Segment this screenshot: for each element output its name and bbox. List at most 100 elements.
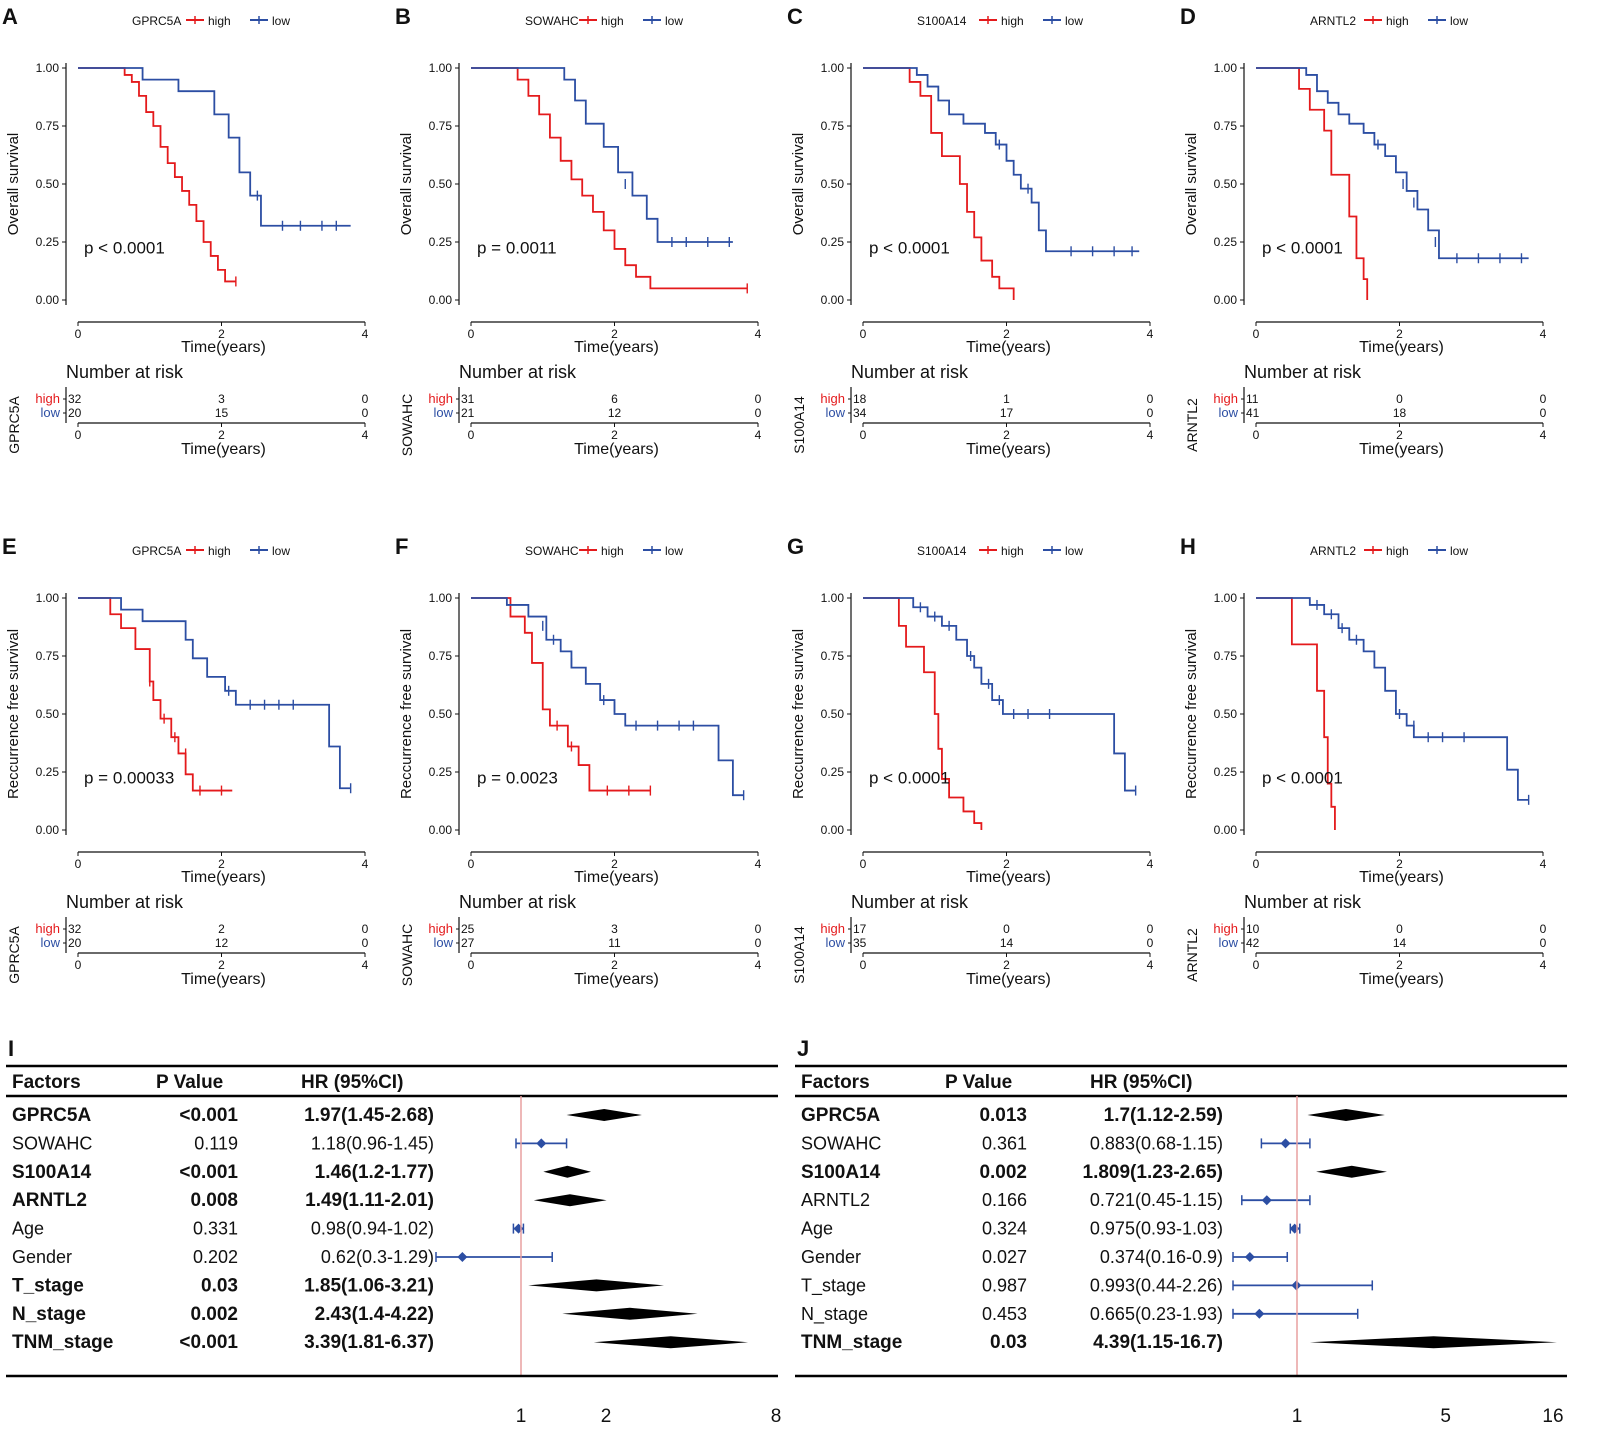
y-tick-label: 0.50: [36, 177, 60, 191]
y-tick-label: 1.00: [429, 61, 453, 75]
risk-count-low: 0: [1147, 936, 1154, 950]
panel-letter: F: [395, 534, 408, 559]
row-factor: ARNTL2: [12, 1190, 87, 1211]
forest-axis-tick: 1: [1292, 1406, 1303, 1427]
y-tick-label: 1.00: [429, 591, 453, 605]
row-factor: N_stage: [12, 1304, 86, 1325]
y-axis-label: Reccurrence free survival: [398, 629, 415, 799]
row-hr-text: 0.62(0.3-1.29): [321, 1247, 434, 1267]
y-tick-label: 0.25: [429, 765, 453, 779]
risk-row-label-low: low: [433, 405, 453, 420]
risk-table-strata-label: S100A14: [791, 396, 807, 454]
risk-count-low: 41: [1246, 406, 1260, 420]
y-tick-label: 0.50: [429, 177, 453, 191]
risk-table-strata-label: GPRC5A: [6, 926, 22, 984]
p-value: p < 0.0001: [869, 769, 950, 788]
y-tick-label: 0.75: [1214, 649, 1238, 663]
panel-letter: A: [2, 4, 18, 29]
row-hr-text: 0.665(0.23-1.93): [1090, 1304, 1223, 1324]
risk-x-axis-label: Time(years): [1359, 971, 1444, 988]
risk-count-low: 42: [1246, 936, 1260, 950]
risk-count-low: 0: [1540, 936, 1547, 950]
risk-count-low: 14: [1393, 936, 1407, 950]
risk-row-label-high: high: [1213, 921, 1238, 936]
risk-count-low: 21: [461, 406, 475, 420]
row-hr-text: 0.98(0.94-1.02): [311, 1219, 434, 1239]
risk-table-title: Number at risk: [851, 362, 969, 382]
panel-letter: D: [1180, 4, 1196, 29]
risk-x-tick-label: 2: [218, 428, 225, 442]
row-pvalue: 0.987: [982, 1275, 1027, 1295]
risk-table-title: Number at risk: [851, 892, 969, 912]
risk-count-low: 0: [755, 406, 762, 420]
row-factor: S100A14: [12, 1162, 92, 1183]
legend: GPRC5A high low: [132, 14, 290, 28]
risk-x-tick-label: 4: [755, 958, 762, 972]
risk-count-low: 11: [608, 936, 621, 950]
row-factor: ARNTL2: [801, 1190, 870, 1210]
p-value: p < 0.0001: [869, 239, 950, 258]
risk-count-low: 20: [68, 936, 82, 950]
x-axis-label: Time(years): [181, 339, 266, 356]
x-axis-label: Time(years): [574, 869, 659, 886]
risk-row-label-high: high: [35, 921, 60, 936]
hr-point: [536, 1138, 547, 1149]
forest-panel-I: I Factors P Value HR (95%CI) GPRC5A <0.001 1.9…: [6, 1036, 781, 1427]
ci-diamond: [1307, 1109, 1385, 1121]
row-factor: N_stage: [801, 1304, 868, 1325]
ci-diamond: [1316, 1165, 1387, 1178]
row-pvalue: 0.453: [982, 1304, 1027, 1324]
risk-count-low: 35: [853, 936, 867, 950]
row-pvalue: 0.324: [982, 1219, 1027, 1239]
risk-count-high: 3: [218, 392, 225, 406]
y-tick-label: 0.00: [821, 293, 845, 307]
x-axis-label: Time(years): [1359, 869, 1444, 886]
y-axis-label: Overall survival: [398, 133, 415, 236]
x-tick-label: 0: [860, 857, 867, 871]
risk-count-low: 0: [362, 936, 369, 950]
risk-x-tick-label: 4: [1540, 958, 1547, 972]
row-factor: Age: [12, 1219, 44, 1239]
risk-count-high: 2: [218, 922, 225, 936]
forest-axis-tick: 1: [516, 1406, 527, 1427]
row-pvalue: 0.166: [982, 1190, 1027, 1210]
risk-x-tick-label: 0: [75, 428, 82, 442]
risk-count-high: 0: [362, 392, 369, 406]
legend-title: S100A14: [917, 544, 967, 558]
row-factor: Gender: [801, 1247, 861, 1267]
risk-count-low: 18: [1393, 406, 1407, 420]
x-axis-label: Time(years): [574, 339, 659, 356]
y-tick-label: 0.75: [821, 649, 845, 663]
hr-point: [1254, 1308, 1265, 1319]
y-tick-label: 0.00: [1214, 823, 1238, 837]
p-value: p < 0.0001: [84, 239, 165, 258]
risk-row-label-low: low: [825, 935, 845, 950]
risk-count-high: 0: [1396, 922, 1403, 936]
legend-entry-high: high: [208, 544, 231, 558]
risk-x-tick-label: 0: [860, 958, 867, 972]
header-pvalue: P Value: [156, 1072, 223, 1093]
p-value: p = 0.00033: [84, 769, 174, 788]
x-axis-label: Time(years): [966, 869, 1051, 886]
risk-count-low: 15: [215, 406, 229, 420]
p-value: p = 0.0023: [477, 769, 558, 788]
legend: GPRC5A high low: [132, 544, 290, 558]
km-curve-low: [1256, 597, 1529, 801]
legend-entry-low: low: [1065, 544, 1083, 558]
y-tick-label: 0.25: [429, 235, 453, 249]
x-tick-label: 4: [1147, 327, 1154, 341]
y-tick-label: 0.75: [429, 649, 453, 663]
risk-count-high: 32: [68, 922, 82, 936]
risk-x-axis-label: Time(years): [574, 441, 659, 458]
row-hr-text: 1.49(1.11-2.01): [305, 1190, 434, 1211]
risk-x-axis-label: Time(years): [966, 441, 1051, 458]
hr-point: [1289, 1223, 1300, 1234]
legend-entry-high: high: [1001, 544, 1024, 558]
risk-x-axis-label: Time(years): [181, 441, 266, 458]
risk-table-strata-label: GPRC5A: [6, 396, 22, 454]
risk-count-high: 0: [1396, 392, 1403, 406]
y-tick-label: 1.00: [1214, 591, 1238, 605]
row-hr-text: 1.7(1.12-2.59): [1104, 1105, 1223, 1126]
